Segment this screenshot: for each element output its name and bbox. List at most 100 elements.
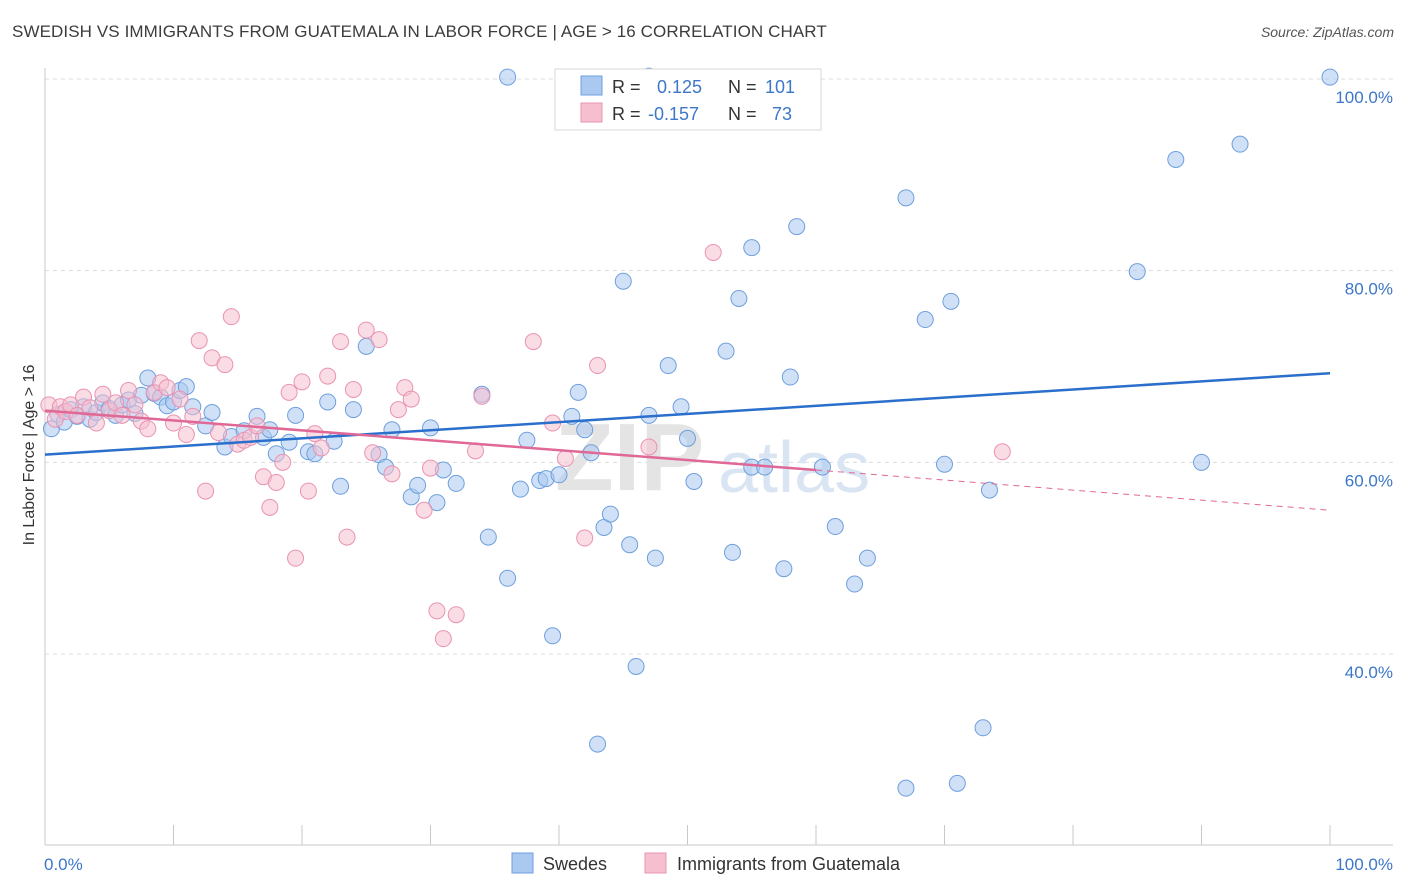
tick-labels: 40.0% 60.0% 80.0% 100.0% 0.0% 100.0% [44,88,1393,874]
swedes-point-52 [499,569,517,587]
legend-r-value-swedes: 0.125 [657,77,702,97]
swedes-point-89 [897,779,915,797]
guatemala-point-67 [640,438,658,456]
swedes-point-38 [332,477,350,495]
chart-title: SWEDISH VS IMMIGRANTS FROM GUATEMALA IN … [12,22,827,41]
guatemala-point-35 [261,498,279,516]
swedes-point-90 [916,311,934,329]
guatemala-point-22 [177,426,195,444]
legend-n-value-swedes: 101 [765,77,795,97]
guatemala-point-25 [197,482,215,500]
swedes-point-49 [447,474,465,492]
swedes-point-66 [614,272,632,290]
swedes-point-53 [511,480,529,498]
swedes-point-96 [1128,263,1146,281]
guatemala-point-5 [68,406,86,424]
guatemala-point-43 [312,439,330,457]
guatemala-point-50 [370,331,388,349]
bottom-legend-label-guatemala: Immigrants from Guatemala [677,854,901,874]
bottom-legend-swatch-guatemala [644,852,667,874]
grid [45,78,1393,655]
swedes-point-84 [813,458,831,476]
swedes-point-99 [1231,135,1249,153]
bottom-legend-label-swedes: Swedes [543,854,607,874]
swedes-point-92 [942,292,960,310]
swedes-point-98 [1193,453,1210,471]
swedes-point-24 [203,404,221,421]
guatemala-point-27 [209,424,227,442]
guatemala-point-13 [120,381,138,399]
guatemala-point-57 [428,602,446,620]
guatemala-point-58 [434,630,452,648]
legend-r-label-swedes: R = [612,77,641,97]
trend-line-swedes [44,371,1331,456]
legend-n-label-guatemala: N = [728,104,757,124]
swedes-point-33 [287,406,305,424]
swedes-point-74 [685,473,703,490]
guatemala-point-66 [589,357,607,375]
swedes-point-86 [846,575,864,593]
swedes-point-32 [280,433,298,451]
guatemala-point-46 [338,528,356,546]
guatemala-point-14 [126,396,144,414]
guatemala-point-69 [993,443,1011,461]
swedes-point-67 [621,536,639,554]
legend-r-label-guatemala: R = [612,104,641,124]
swedes-point-68 [627,657,645,675]
swedes-point-47 [428,494,446,512]
swedes-point-77 [730,289,748,307]
stats-legend: R = 0.125 N = 101 R = -0.157 N = 73 [554,68,822,131]
legend-r-value-guatemala: -0.157 [648,104,699,124]
y-tick-label-2: 80.0% [1345,280,1393,299]
swedes-point-72 [672,398,690,416]
bottom-legend-swatch-swedes [511,852,534,874]
guatemala-point-7 [81,399,99,417]
axes [44,68,1393,846]
swedes-point-58 [550,466,568,484]
swedes-point-87 [858,549,876,567]
swedes-point-60 [569,383,587,401]
swedes-point-93 [948,774,966,792]
swedes-point-76 [723,543,741,561]
swedes-point-85 [826,518,844,536]
guatemala-point-55 [415,501,433,519]
guatemala-point-20 [165,414,182,432]
swedes-point-65 [601,505,619,523]
guatemala-point-42 [306,425,324,443]
guatemala-point-62 [524,333,542,351]
guatemala-point-8 [87,414,105,432]
legend-n-value-guatemala: 73 [772,104,792,124]
x-tick-label-start: 0.0% [44,855,83,874]
guatemala-point-38 [280,383,298,401]
trend-lines [44,371,1331,511]
swedes-point-95 [980,481,998,499]
guatemala-point-56 [422,459,439,477]
guatemala-point-48 [357,321,375,339]
swedes-point-39 [344,401,362,419]
swedes-point-82 [781,368,799,386]
swedes-point-75 [717,342,735,360]
swedes-point-78 [743,239,761,257]
guatemala-point-24 [190,332,208,350]
guatemala-point-65 [576,529,594,547]
swedes-point-83 [788,218,806,236]
swedes-point-71 [659,357,677,375]
guatemala-point-21 [171,390,189,408]
guatemala-point-52 [389,401,407,419]
y-tick-label-1: 60.0% [1345,471,1393,490]
y-tick-label-0: 40.0% [1345,663,1393,682]
trend-line-guatemala-extension [815,469,1331,511]
swedes-point-54 [518,431,536,449]
guatemala-point-44 [319,367,337,385]
swedes-point-100 [499,68,517,86]
bottom-legend: Swedes Immigrants from Guatemala [511,852,901,874]
guatemala-point-54 [402,390,420,408]
guatemala-point-40 [293,373,311,391]
swedes-point-88 [897,189,915,207]
y-axis-label: In Labor Force | Age > 16 [21,365,38,546]
swedes-point-102 [1321,68,1339,86]
guatemala-point-61 [473,387,491,405]
swedes-point-63 [589,735,607,753]
swedes-point-94 [974,719,992,737]
